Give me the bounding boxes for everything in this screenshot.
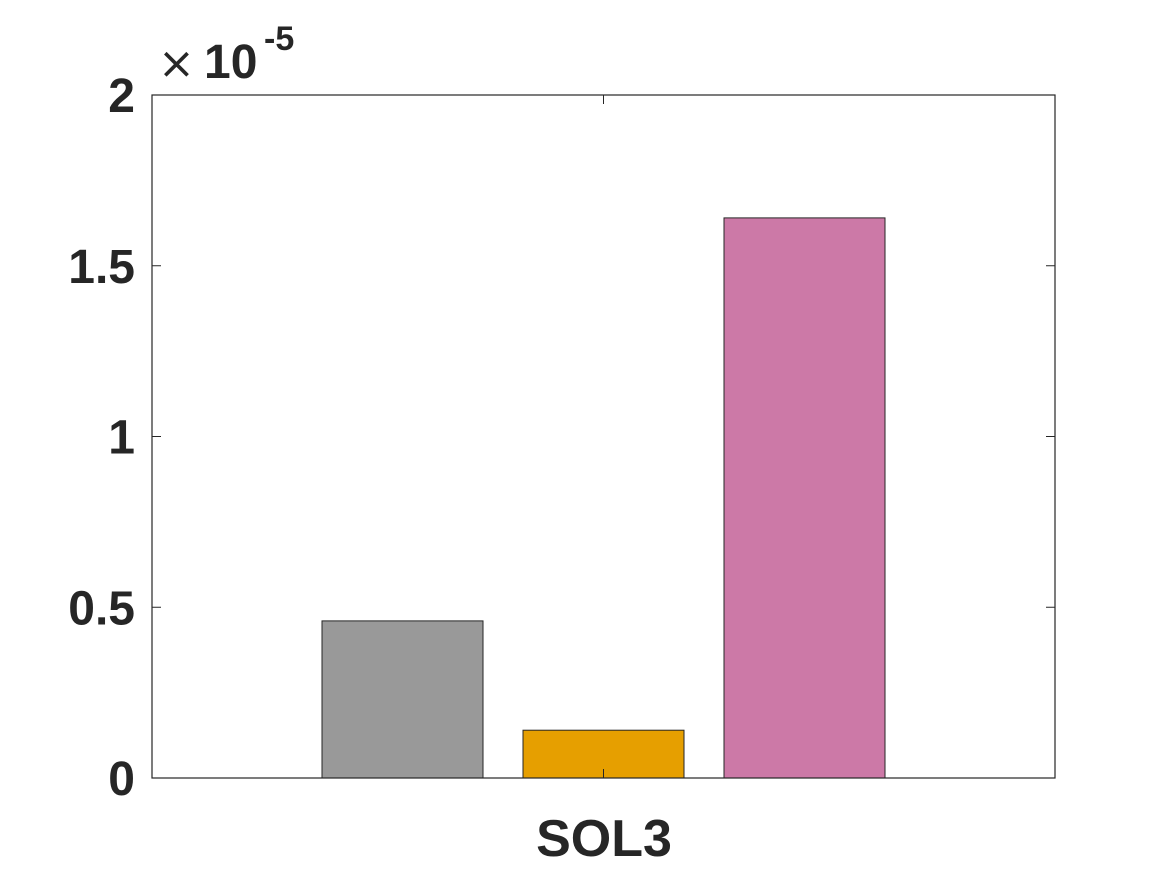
y-tick-label-3: 1.5 (68, 241, 135, 294)
bar-series-3 (723, 217, 886, 779)
x-category-label: SOL3 (536, 810, 672, 868)
y-tick-label-1: 0.5 (68, 582, 135, 635)
multiplier-base: 10 (204, 36, 257, 89)
plot-frame (151, 94, 1056, 779)
y-tick-label-4: 2 (108, 70, 135, 123)
bar-series-1 (321, 620, 484, 779)
multiplier-exponent: -5 (264, 20, 294, 58)
multiplier-times-sign: × (158, 38, 195, 89)
y-tick-label-0: 0 (108, 753, 135, 806)
y-axis-multiplier: × 10 -5 (158, 20, 294, 89)
y-tick-label-2: 1 (108, 412, 135, 465)
bars-group (321, 217, 886, 779)
y-tick-labels: 0 0.5 1 1.5 2 (68, 70, 135, 806)
plot-background (152, 95, 1055, 778)
